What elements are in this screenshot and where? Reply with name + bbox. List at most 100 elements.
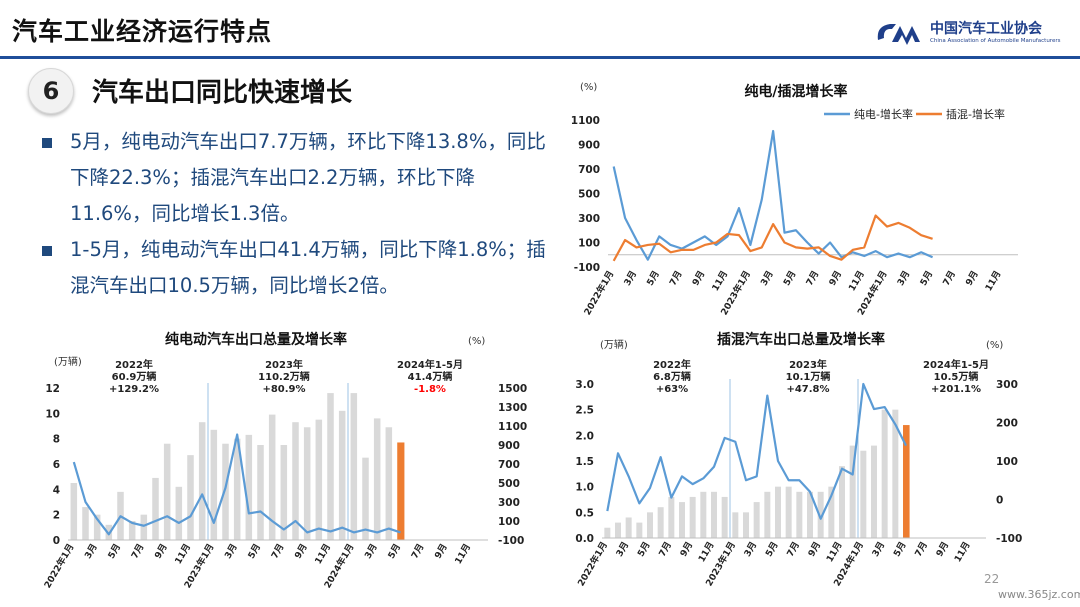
left-y-tick-label: 2.0 (575, 430, 594, 442)
export-volume-bar (350, 393, 358, 540)
left-y-tick-label: 1.5 (575, 456, 594, 468)
period-annotation-text: 60.9万辆 (112, 370, 157, 383)
left-axis-unit: (万辆) (54, 355, 82, 368)
export-volume-bar (753, 502, 760, 538)
export-volume-bar (775, 486, 781, 538)
left-y-tick-label: 2.5 (575, 405, 594, 417)
export-volume-bar (385, 427, 393, 540)
x-tick-label: 3月 (83, 542, 100, 561)
period-annotation-text: 110.2万辆 (258, 370, 310, 383)
export-volume-bar (338, 410, 346, 540)
period-annotation-text: 2024年1-5月 (397, 358, 463, 371)
export-volume-bar (233, 438, 241, 540)
y-tick-label: 500 (578, 189, 600, 201)
export-volume-bar (807, 491, 813, 538)
export-volume-bar (636, 522, 643, 538)
header-bar: 汽车工业经济运行特点 中国汽车工业协会 China Association of… (0, 0, 1080, 59)
period-annotation-text: 2023年 (789, 358, 827, 371)
export-volume-bar (679, 502, 685, 538)
x-tick-label: 11月 (824, 540, 844, 564)
export-volume-bar (397, 442, 405, 540)
period-annotation-text: 10.5万辆 (934, 370, 979, 383)
export-volume-bar (222, 443, 229, 540)
growth-rate-series-line (606, 382, 907, 520)
period-annotation-text: 10.1万辆 (786, 370, 831, 383)
x-tick-label: 7月 (269, 542, 286, 561)
left-y-tick-label: 8 (53, 434, 60, 446)
x-tick-label: 9月 (827, 269, 844, 288)
left-y-tick-label: 1.0 (575, 482, 594, 494)
x-tick-label: 7月 (913, 540, 930, 559)
right-y-tick-label: 500 (498, 478, 520, 490)
left-y-tick-label: 4 (53, 484, 60, 496)
export-volume-bar (245, 434, 253, 540)
period-annotation-text: +201.1% (931, 384, 981, 395)
x-tick-label: 3月 (363, 542, 380, 561)
period-annotation-text: +80.9% (262, 384, 305, 395)
x-tick-label: 11月 (952, 540, 972, 564)
export-volume-bar (303, 427, 311, 540)
x-tick-label: 11月 (453, 542, 473, 566)
export-volume-bar (152, 477, 159, 540)
x-tick-label: 5月 (645, 269, 662, 288)
x-tick-label: 9月 (153, 542, 170, 561)
period-annotation-text: 2022年 (115, 358, 153, 371)
x-tick-label: 7月 (667, 269, 684, 288)
x-tick-label: 3月 (870, 540, 887, 559)
x-tick-label: 11月 (983, 269, 1003, 293)
bev-export-chart: 纯电动汽车出口总量及增长率 (万辆) (%) 12 10 8 6 4 2 0 1500 1300… (41, 331, 527, 591)
x-tick-label: 9月 (690, 269, 707, 288)
right-y-tick-label: 100 (996, 456, 1018, 468)
chart-title: 插混汽车出口总量及增长率 (717, 331, 885, 348)
x-tick-label: 3月 (622, 269, 639, 288)
x-tick-label: 2022年1月 (581, 269, 616, 318)
export-volume-bar (796, 491, 803, 538)
header-divider (0, 56, 1080, 59)
chart-title: 纯电/插混增长率 (744, 83, 847, 100)
export-volume-bar (140, 514, 148, 540)
x-tick-label: 11月 (696, 540, 716, 564)
export-volume-bar (187, 455, 194, 540)
x-tick-label: 5月 (891, 540, 908, 559)
x-tick-label: 5月 (918, 269, 935, 288)
right-y-tick-label: 1100 (498, 421, 527, 433)
right-y-tick-label: 700 (498, 459, 520, 471)
x-tick-label: 2022年1月 (41, 542, 76, 591)
export-volume-bar (292, 422, 299, 540)
left-y-tick-label: 0.0 (575, 533, 594, 545)
right-y-tick-label: 1500 (498, 383, 527, 395)
chart-legend: 纯电-增长率 插混-增长率 (824, 107, 1005, 121)
bullet-square-icon (42, 246, 52, 256)
export-volume-bar (903, 425, 910, 538)
period-annotation-text: 2022年 (653, 358, 691, 371)
export-volume-bar (604, 527, 611, 538)
chart-title: 纯电动汽车出口总量及增长率 (165, 331, 347, 348)
growth-rate-chart: 纯电/插混增长率 (%) 纯电-增长率 插混-增长率 1100 900 700 500… (571, 82, 1018, 318)
export-volume-bar (210, 429, 218, 540)
right-y-tick-label: 100 (498, 516, 520, 528)
growth-rate-series-line (72, 433, 401, 536)
phev-export-chart: 插混汽车出口总量及增长率 (万辆) (%) 3.0 2.5 2.0 1.5 1.0 0.5… (575, 331, 1022, 588)
right-y-tick-label: 200 (996, 418, 1018, 430)
right-axis-unit: (%) (986, 340, 1003, 351)
export-volume-bar (268, 414, 276, 540)
x-tick-label: 3月 (614, 540, 631, 559)
right-y-tick-label: -100 (498, 535, 524, 547)
y-tick-label: 700 (578, 164, 600, 176)
caam-logo: 中国汽车工业协会 China Association of Automobile… (874, 16, 1074, 52)
left-y-tick-label: 3.0 (575, 379, 594, 391)
x-tick-label: 7月 (804, 269, 821, 288)
export-volume-bar (175, 486, 183, 540)
period-annotation-text: 41.4万辆 (408, 370, 453, 383)
export-volume-bar (315, 419, 323, 540)
export-volume-bar (764, 491, 771, 538)
x-tick-label: 7月 (941, 269, 958, 288)
watermark-text: www.365jz.com (998, 588, 1080, 601)
caam-logo-icon (877, 24, 920, 45)
section-number-badge: 6 (28, 68, 74, 114)
phev-growth-series-line (612, 214, 933, 262)
export-volume-bar (721, 496, 728, 538)
bullet-list: 5月，纯电动汽车出口7.7万辆，环比下降13.8%，同比下降22.3%；插混汽车… (42, 124, 552, 304)
export-volume-bar (817, 491, 824, 538)
bullet-square-icon (42, 138, 52, 148)
